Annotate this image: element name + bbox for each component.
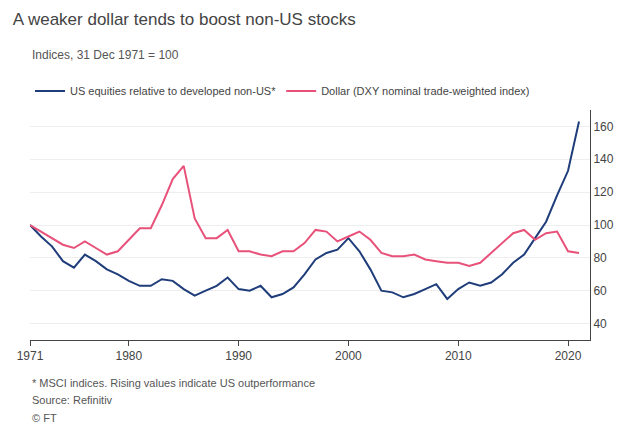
svg-text:1980: 1980 xyxy=(115,349,142,363)
svg-text:140: 140 xyxy=(593,152,613,166)
svg-text:1990: 1990 xyxy=(225,349,252,363)
svg-text:Indices, 31 Dec 1971 = 100: Indices, 31 Dec 1971 = 100 xyxy=(32,48,179,62)
svg-text:40: 40 xyxy=(593,317,607,331)
svg-text:US equities relative to develo: US equities relative to developed non-US… xyxy=(70,85,276,97)
svg-text:80: 80 xyxy=(593,251,607,265)
svg-text:A weaker dollar tends to boost: A weaker dollar tends to boost non-US st… xyxy=(13,10,356,29)
svg-text:1971: 1971 xyxy=(17,349,44,363)
svg-text:60: 60 xyxy=(593,284,607,298)
svg-text:Source: Refinitiv: Source: Refinitiv xyxy=(32,394,113,406)
svg-text:2010: 2010 xyxy=(445,349,472,363)
svg-text:2020: 2020 xyxy=(555,349,582,363)
svg-text:* MSCI indices. Rising values: * MSCI indices. Rising values indicate U… xyxy=(32,377,315,389)
svg-text:120: 120 xyxy=(593,185,613,199)
svg-text:Dollar (DXY nominal trade-weig: Dollar (DXY nominal trade-weighted index… xyxy=(321,85,529,97)
svg-text:© FT: © FT xyxy=(32,412,57,424)
svg-text:100: 100 xyxy=(593,218,613,232)
svg-text:160: 160 xyxy=(593,120,613,134)
svg-text:2000: 2000 xyxy=(335,349,362,363)
